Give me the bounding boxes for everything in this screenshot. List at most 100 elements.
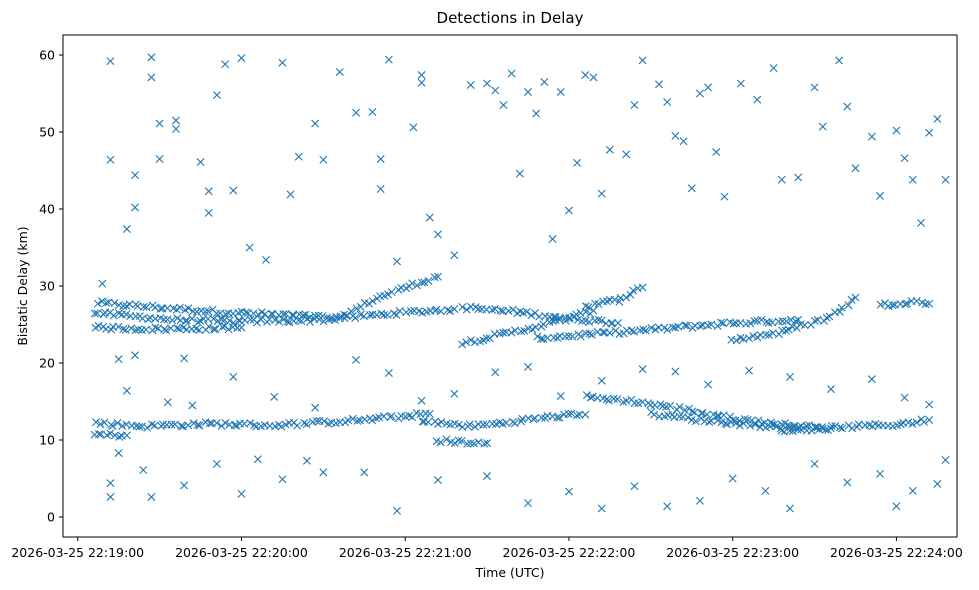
data-point [184,304,193,313]
data-point [97,297,106,306]
data-point [138,422,147,431]
data-point [311,119,320,128]
data-point [121,325,130,334]
data-point [188,314,197,323]
data-point [182,316,191,325]
data-point [115,432,124,441]
data-point [278,58,287,67]
data-point [360,415,369,424]
data-point [576,332,585,341]
data-point [908,486,917,495]
data-point [638,365,647,374]
data-point [825,312,834,321]
data-point [717,318,726,327]
data-point [237,489,246,498]
data-point [578,317,587,326]
data-point [835,56,844,65]
data-point [179,422,188,431]
data-point [454,420,463,429]
data-point [502,418,511,427]
data-point [268,309,277,318]
data-point [630,101,639,110]
data-point [784,325,793,334]
y-tick-label: 50 [39,125,55,140]
data-point [564,206,573,215]
data-point [499,101,508,110]
data-point [745,334,753,343]
data-point [524,362,532,371]
data-point [319,155,328,164]
data-point [604,396,613,405]
data-point [530,414,539,423]
data-point [794,315,803,324]
markers [90,53,950,515]
data-point [786,372,794,381]
data-point [736,79,745,88]
data-point [383,311,392,320]
data-point [91,418,100,427]
data-point [496,306,505,315]
data-point [237,323,246,332]
data-point [746,319,755,328]
data-point [181,316,190,325]
data-point [588,392,597,401]
data-point [180,354,189,363]
data-point [480,439,489,448]
data-point [507,69,516,78]
data-point [253,455,262,464]
data-point [483,472,492,481]
data-point [96,420,105,429]
data-point [195,421,204,430]
data-point [376,184,385,193]
data-point [246,419,255,428]
data-point [277,422,286,431]
data-point [387,412,396,421]
data-point [377,309,386,318]
data-point [293,421,302,430]
data-point [831,421,840,430]
data-point [549,333,558,342]
data-point [465,420,474,429]
data-point [437,418,446,427]
data-point [204,187,213,196]
data-point [782,326,791,335]
data-point [499,328,508,337]
data-point [230,421,239,430]
chart-title: Detections in Delay [437,9,584,27]
data-point [142,325,151,334]
data-point [540,77,549,86]
data-point [320,417,329,426]
data-point [575,410,584,419]
data-point [731,419,740,428]
data-point [679,137,688,146]
data-point [847,295,856,304]
data-point [561,332,570,341]
data-point [688,407,697,416]
y-tick-label: 0 [47,509,55,524]
data-point [463,439,472,448]
data-point [568,332,577,341]
data-point [106,57,115,66]
data-point [537,413,546,422]
data-point [218,322,227,331]
data-point [818,423,827,432]
data-point [684,413,693,422]
data-point [106,492,115,501]
data-point [430,273,439,282]
data-point [417,396,426,405]
data-point [719,319,728,328]
data-point [217,421,226,430]
y-tick-label: 60 [39,48,55,63]
data-point [139,466,148,475]
data-point [180,481,189,490]
data-point [573,158,582,167]
data-point [471,422,480,431]
data-point [331,316,340,325]
data-point [131,203,140,212]
y-tick-label: 40 [39,202,55,217]
data-point [680,321,689,330]
data-point [921,300,930,309]
data-point [119,325,128,334]
